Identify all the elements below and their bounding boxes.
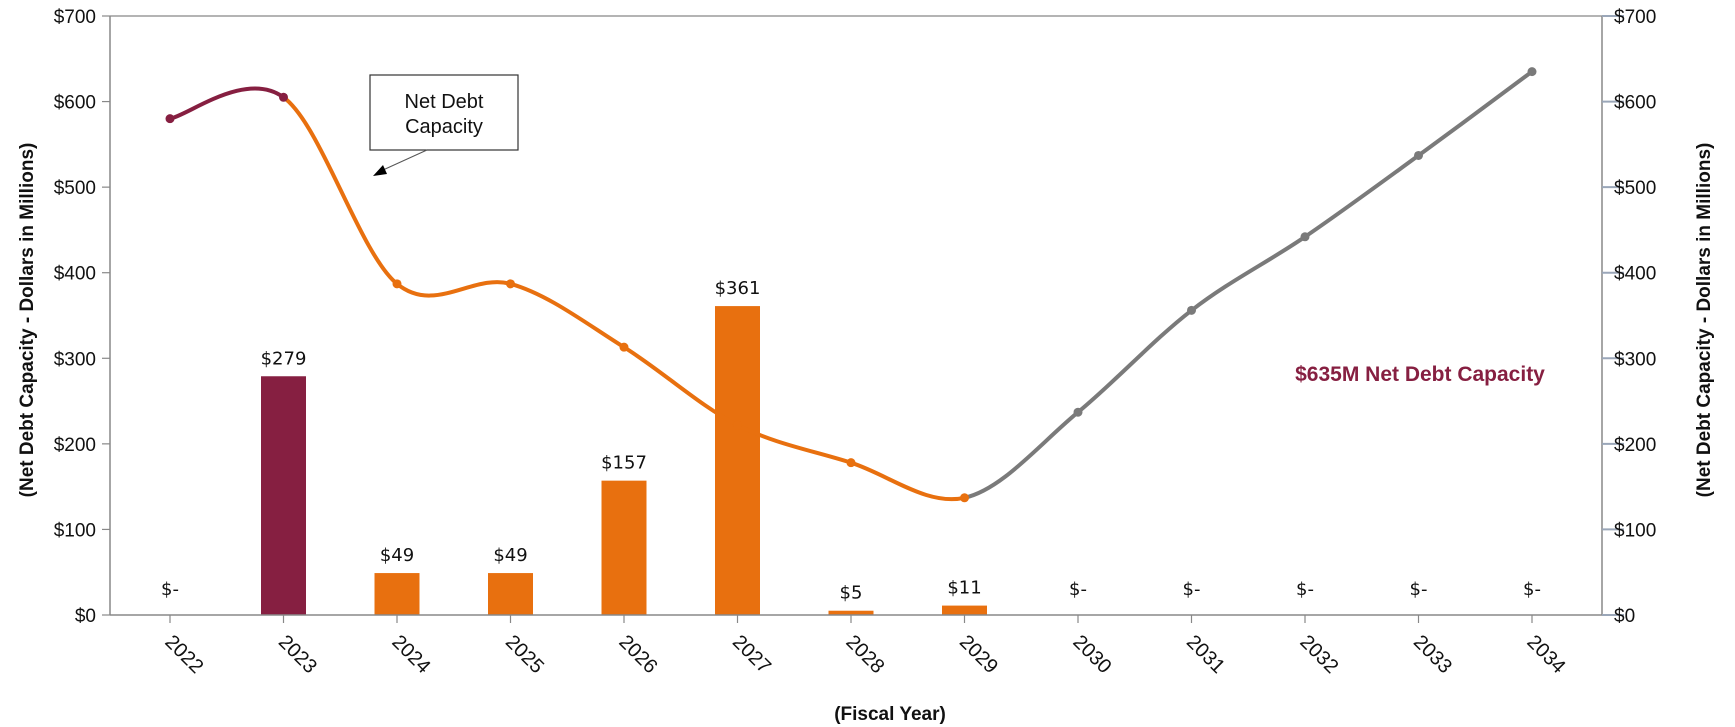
- line-point-2032: [1300, 232, 1310, 242]
- y-right-tick-400: $400: [1614, 264, 1656, 285]
- line-point-2033: [1414, 150, 1423, 160]
- line-segment-projected: [281, 95, 967, 502]
- bar-2025: [488, 573, 533, 615]
- bar-label-2022: $-: [161, 579, 179, 600]
- x-tick-2023: 2023: [274, 631, 321, 678]
- line-point-2030: [1073, 407, 1083, 417]
- bar-label-2027: $361: [715, 278, 761, 299]
- y-right-tick-500: $500: [1614, 178, 1656, 199]
- bar-label-2032: $-: [1296, 579, 1314, 600]
- bar-2026: [601, 480, 647, 615]
- capacity-annotation: $635M Net Debt Capacity: [1295, 363, 1545, 386]
- line-point-2026: [619, 342, 629, 352]
- y-right-tick-300: $300: [1614, 349, 1656, 370]
- x-tick-2031: 2031: [1182, 631, 1229, 678]
- y-axis-title-right: (Net Debt Capacity - Dollars in Millions…: [1694, 143, 1715, 498]
- bar-label-2030: $-: [1069, 579, 1087, 600]
- axes-layer: [102, 15, 1624, 623]
- y-right-tick-100: $100: [1614, 520, 1656, 541]
- y-left-tick-700: $700: [54, 7, 96, 28]
- callout-line-2: Capacity: [405, 116, 483, 138]
- y-right-tick-0: $0: [1614, 606, 1635, 627]
- bar-2023: [261, 376, 306, 615]
- bar-label-2023: $279: [261, 348, 307, 369]
- line-point-2034: [1527, 67, 1537, 77]
- y-right-tick-600: $600: [1614, 93, 1656, 114]
- bar-2028: [828, 610, 874, 615]
- bar-label-2031: $-: [1183, 579, 1201, 600]
- x-tick-2030: 2030: [1068, 631, 1115, 678]
- x-tick-2032: 2032: [1295, 631, 1342, 678]
- callout-leader-line: [382, 149, 428, 171]
- line-point-2029: [960, 493, 969, 503]
- y-right-tick-200: $200: [1614, 435, 1656, 456]
- line-point-2023: [279, 92, 288, 102]
- bar-label-2033: $-: [1410, 579, 1428, 600]
- callout-box: [369, 74, 519, 151]
- y-left-tick-400: $400: [54, 264, 96, 285]
- line-segment-future: [962, 69, 1534, 500]
- line-point-2028: [846, 458, 856, 468]
- line-segment-past: [168, 86, 286, 121]
- y-left-tick-100: $100: [54, 520, 96, 541]
- y-left-tick-300: $300: [54, 349, 96, 370]
- line-point-2025: [506, 279, 515, 289]
- bars-layer: [261, 306, 987, 615]
- bar-label-2025: $49: [493, 545, 527, 566]
- x-tick-2024: 2024: [387, 631, 434, 678]
- bar-2029: [942, 605, 987, 615]
- x-tick-2033: 2033: [1409, 631, 1456, 678]
- y-axis-title-left: (Net Debt Capacity - Dollars in Millions…: [17, 143, 38, 498]
- x-tick-2022: 2022: [160, 631, 207, 678]
- bar-label-2029: $11: [947, 578, 981, 599]
- net-debt-capacity-callout: Net Debt Capacity: [369, 74, 519, 176]
- bar-label-2024: $49: [380, 545, 414, 566]
- y-right-tick-700: $700: [1614, 7, 1656, 28]
- y-left-tick-600: $600: [54, 93, 96, 114]
- bar-label-2034: $-: [1523, 579, 1541, 600]
- x-axis-title: (Fiscal Year): [834, 704, 946, 725]
- callout-arrowhead: [373, 165, 387, 176]
- x-tick-2029: 2029: [955, 631, 1002, 678]
- line-point-2031: [1187, 305, 1196, 315]
- callout-line-1: Net Debt: [405, 91, 484, 113]
- bar-2024: [374, 573, 420, 615]
- x-tick-2025: 2025: [501, 631, 548, 678]
- bar-label-2028: $5: [840, 583, 863, 604]
- x-tick-2027: 2027: [728, 631, 775, 678]
- y-left-tick-0: $0: [75, 606, 96, 627]
- x-tick-2028: 2028: [841, 631, 888, 678]
- bar-2027: [715, 306, 760, 615]
- x-tick-2034: 2034: [1522, 631, 1569, 678]
- line-layer: [165, 67, 1537, 503]
- x-tick-2026: 2026: [614, 631, 661, 678]
- line-point-2024: [392, 279, 402, 289]
- bar-label-2026: $157: [601, 453, 647, 474]
- y-left-tick-200: $200: [54, 435, 96, 456]
- y-left-tick-500: $500: [54, 178, 96, 199]
- line-point-2022: [165, 114, 175, 124]
- line-point-2027: [733, 420, 742, 430]
